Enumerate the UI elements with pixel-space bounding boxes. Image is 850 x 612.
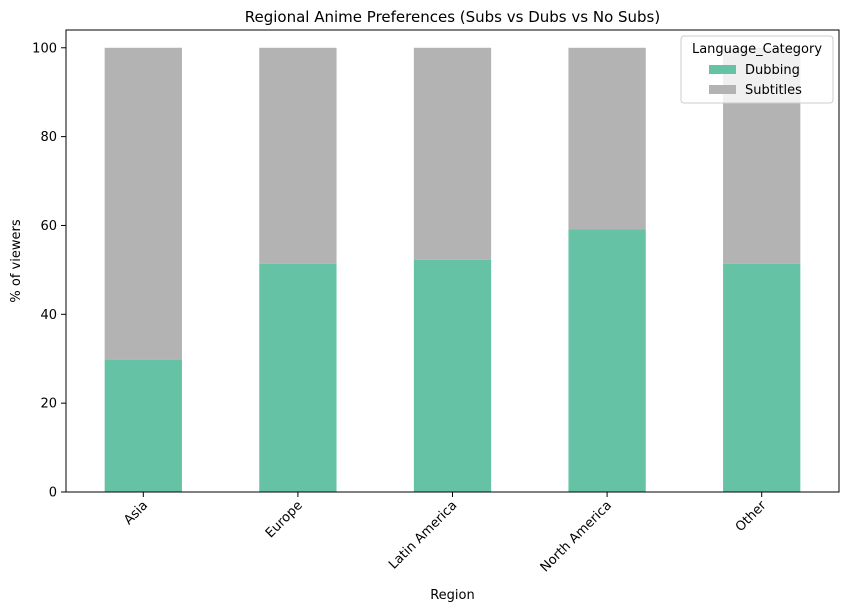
- y-axis-title: % of viewers: [9, 219, 24, 302]
- legend-swatch-subtitles: [709, 85, 736, 94]
- bar-subtitles-asia: [104, 47, 182, 360]
- y-tick-label: 40: [40, 308, 57, 323]
- chart-title: Regional Anime Preferences (Subs vs Dubs…: [245, 8, 660, 26]
- bar-subtitles-latin-america: [413, 47, 492, 260]
- legend-title: Language_Category: [692, 42, 822, 57]
- y-tick-label: 60: [40, 219, 57, 234]
- bar-dubbing-asia: [104, 359, 182, 492]
- x-tick-label: Europe: [263, 498, 306, 541]
- bar-subtitles-north-america: [568, 47, 646, 230]
- y-tick-label: 100: [32, 41, 57, 56]
- bar-subtitles-europe: [259, 47, 337, 264]
- legend-swatch-dubbing: [709, 65, 736, 74]
- y-tick-label: 0: [49, 486, 57, 501]
- legend-label-subtitles: Subtitles: [745, 83, 802, 98]
- x-tick-label: North America: [538, 498, 615, 575]
- x-axis-title: Region: [430, 588, 475, 603]
- x-tick-label: Other: [733, 498, 770, 535]
- x-tick-label: Latin America: [386, 498, 460, 572]
- bar-dubbing-north-america: [568, 229, 646, 493]
- bar-dubbing-other: [723, 263, 801, 492]
- y-tick-label: 20: [40, 397, 57, 412]
- plot-area: [104, 47, 801, 493]
- bar-dubbing-europe: [259, 263, 337, 492]
- legend-label-dubbing: Dubbing: [745, 63, 800, 78]
- bar-dubbing-latin-america: [413, 259, 492, 492]
- legend: Language_Category Dubbing Subtitles: [680, 35, 834, 104]
- x-tick-label: Asia: [121, 498, 151, 528]
- y-tick-label: 80: [40, 130, 57, 145]
